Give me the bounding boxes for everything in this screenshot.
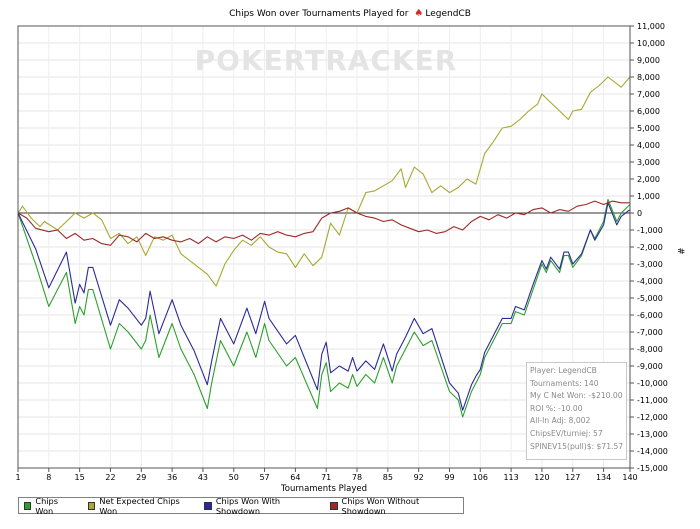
legend-label: Chips Won [35, 495, 59, 516]
info-tournaments: Tournaments: 140 [530, 378, 599, 388]
legend-label: Chips Won With Showdown [215, 495, 281, 516]
legend-label: Net Expected Chips Won [99, 495, 180, 516]
x-tick-label: 127 [565, 473, 580, 482]
y-tick-label: 10,000 [637, 39, 665, 48]
y-tick-label: -5,000 [637, 294, 663, 303]
info-spinev: SPINEV15(pull)$: $71.57 [530, 441, 624, 451]
y-tick-label: 3,000 [637, 158, 660, 167]
title-player: LegendCB [425, 9, 471, 19]
x-tick-label: 50 [229, 473, 239, 482]
y-tick-label: 9,000 [637, 56, 660, 65]
stats-info-box: Player: LegendCB Tournaments: 140 My C N… [526, 362, 627, 460]
y-tick-label: 6,000 [637, 107, 660, 116]
y-tick-label: -6,000 [637, 311, 663, 320]
x-tick-label: 85 [383, 473, 393, 482]
x-tick-label: 92 [414, 473, 424, 482]
info-roi: ROI %: -10.00 [530, 403, 583, 413]
y-tick-label: 0 [637, 209, 642, 218]
legend-swatch [330, 501, 338, 510]
legend-item-with-showdown[interactable]: Chips Won With Showdown [204, 496, 316, 516]
info-allin: All-In Adj: 8,002 [530, 416, 591, 426]
y-tick-label: -14,000 [637, 447, 668, 456]
series-line-chips-won-without-showdown [17, 200, 630, 246]
y-tick-label: -10,000 [637, 379, 668, 388]
y-tick-label: 4,000 [637, 141, 660, 150]
y-tick-label: -13,000 [637, 430, 668, 439]
legend-swatch [24, 501, 32, 510]
y-tick-label: -2,000 [637, 243, 663, 252]
x-tick-label: 113 [503, 473, 518, 482]
x-tick-label: 36 [167, 473, 177, 482]
y-tick-label: 8,000 [637, 73, 660, 82]
y-axis-label: # [675, 247, 685, 254]
x-tick-label: 1 [15, 473, 20, 482]
x-tick-label: 106 [473, 473, 488, 482]
x-axis-label: Tournaments Played [280, 484, 367, 494]
y-tick-label: 7,000 [637, 90, 660, 99]
x-tick-label: 29 [136, 473, 146, 482]
y-axis: -15,000 -14,000 -13,000 -12,000 -11,000 -10,0… [630, 22, 668, 473]
legend-item-chips-won[interactable]: Chips Won [24, 496, 74, 516]
x-tick-label: 22 [105, 473, 115, 482]
series-group [17, 76, 631, 418]
x-tick-label: 64 [290, 473, 300, 482]
y-tick-label: 1,000 [637, 192, 660, 201]
y-tick-label: -11,000 [637, 396, 668, 405]
legend-item-net-expected[interactable]: Net Expected Chips Won [87, 495, 190, 516]
x-axis: 1 8 15 22 29 36 43 50 57 64 71 78 85 92 99 106 113 120 127… [15, 468, 638, 482]
y-tick-label: -1,000 [637, 226, 663, 235]
info-chipsev: ChipsEV/turniej: 57 [530, 428, 603, 438]
chart-title: Chips Won over Tournaments Played for ♠ L… [0, 8, 700, 19]
series-line-chips-won-with-showdown [17, 202, 631, 411]
series-line-net-expected-chips-won [17, 76, 631, 287]
legend-item-without-showdown[interactable]: Chips Won Without Showdown [330, 496, 454, 516]
x-tick-label: 57 [259, 473, 269, 482]
x-tick-label: 134 [596, 473, 611, 482]
x-tick-label: 99 [444, 473, 454, 482]
y-tick-label: -15,000 [637, 464, 668, 473]
x-tick-label: 43 [198, 473, 208, 482]
x-tick-label: 71 [321, 473, 331, 482]
x-tick-label: 15 [75, 473, 85, 482]
pokerstars-logo-icon: ♠ [414, 8, 424, 19]
y-tick-label: -3,000 [637, 260, 663, 269]
y-tick-label: -8,000 [637, 345, 663, 354]
y-tick-label: -9,000 [637, 362, 663, 371]
legend-swatch [87, 501, 96, 510]
title-text: Chips Won over Tournaments Played for [229, 9, 409, 19]
info-net-won: My C Net Won: -$210.00 [530, 391, 623, 401]
y-tick-label: -12,000 [637, 413, 668, 422]
y-tick-label: 5,000 [637, 124, 660, 133]
x-tick-label: 120 [534, 473, 549, 482]
x-tick-label: 140 [622, 473, 637, 482]
legend-label: Chips Won Without Showdown [341, 495, 420, 516]
legend: Chips Won Net Expected Chips Won Chips W… [18, 495, 464, 516]
info-player: Player: LegendCB [530, 366, 597, 375]
legend-swatch [204, 501, 212, 510]
series-line-chips-won [17, 198, 631, 418]
x-tick-label: 78 [352, 473, 362, 482]
y-tick-label: 11,000 [637, 22, 665, 31]
x-tick-label: 8 [46, 473, 51, 482]
y-tick-label: -4,000 [637, 277, 663, 286]
watermark: POKERTRACKER [195, 44, 458, 77]
y-tick-label: 2,000 [637, 175, 660, 184]
y-tick-label: -7,000 [637, 328, 663, 337]
